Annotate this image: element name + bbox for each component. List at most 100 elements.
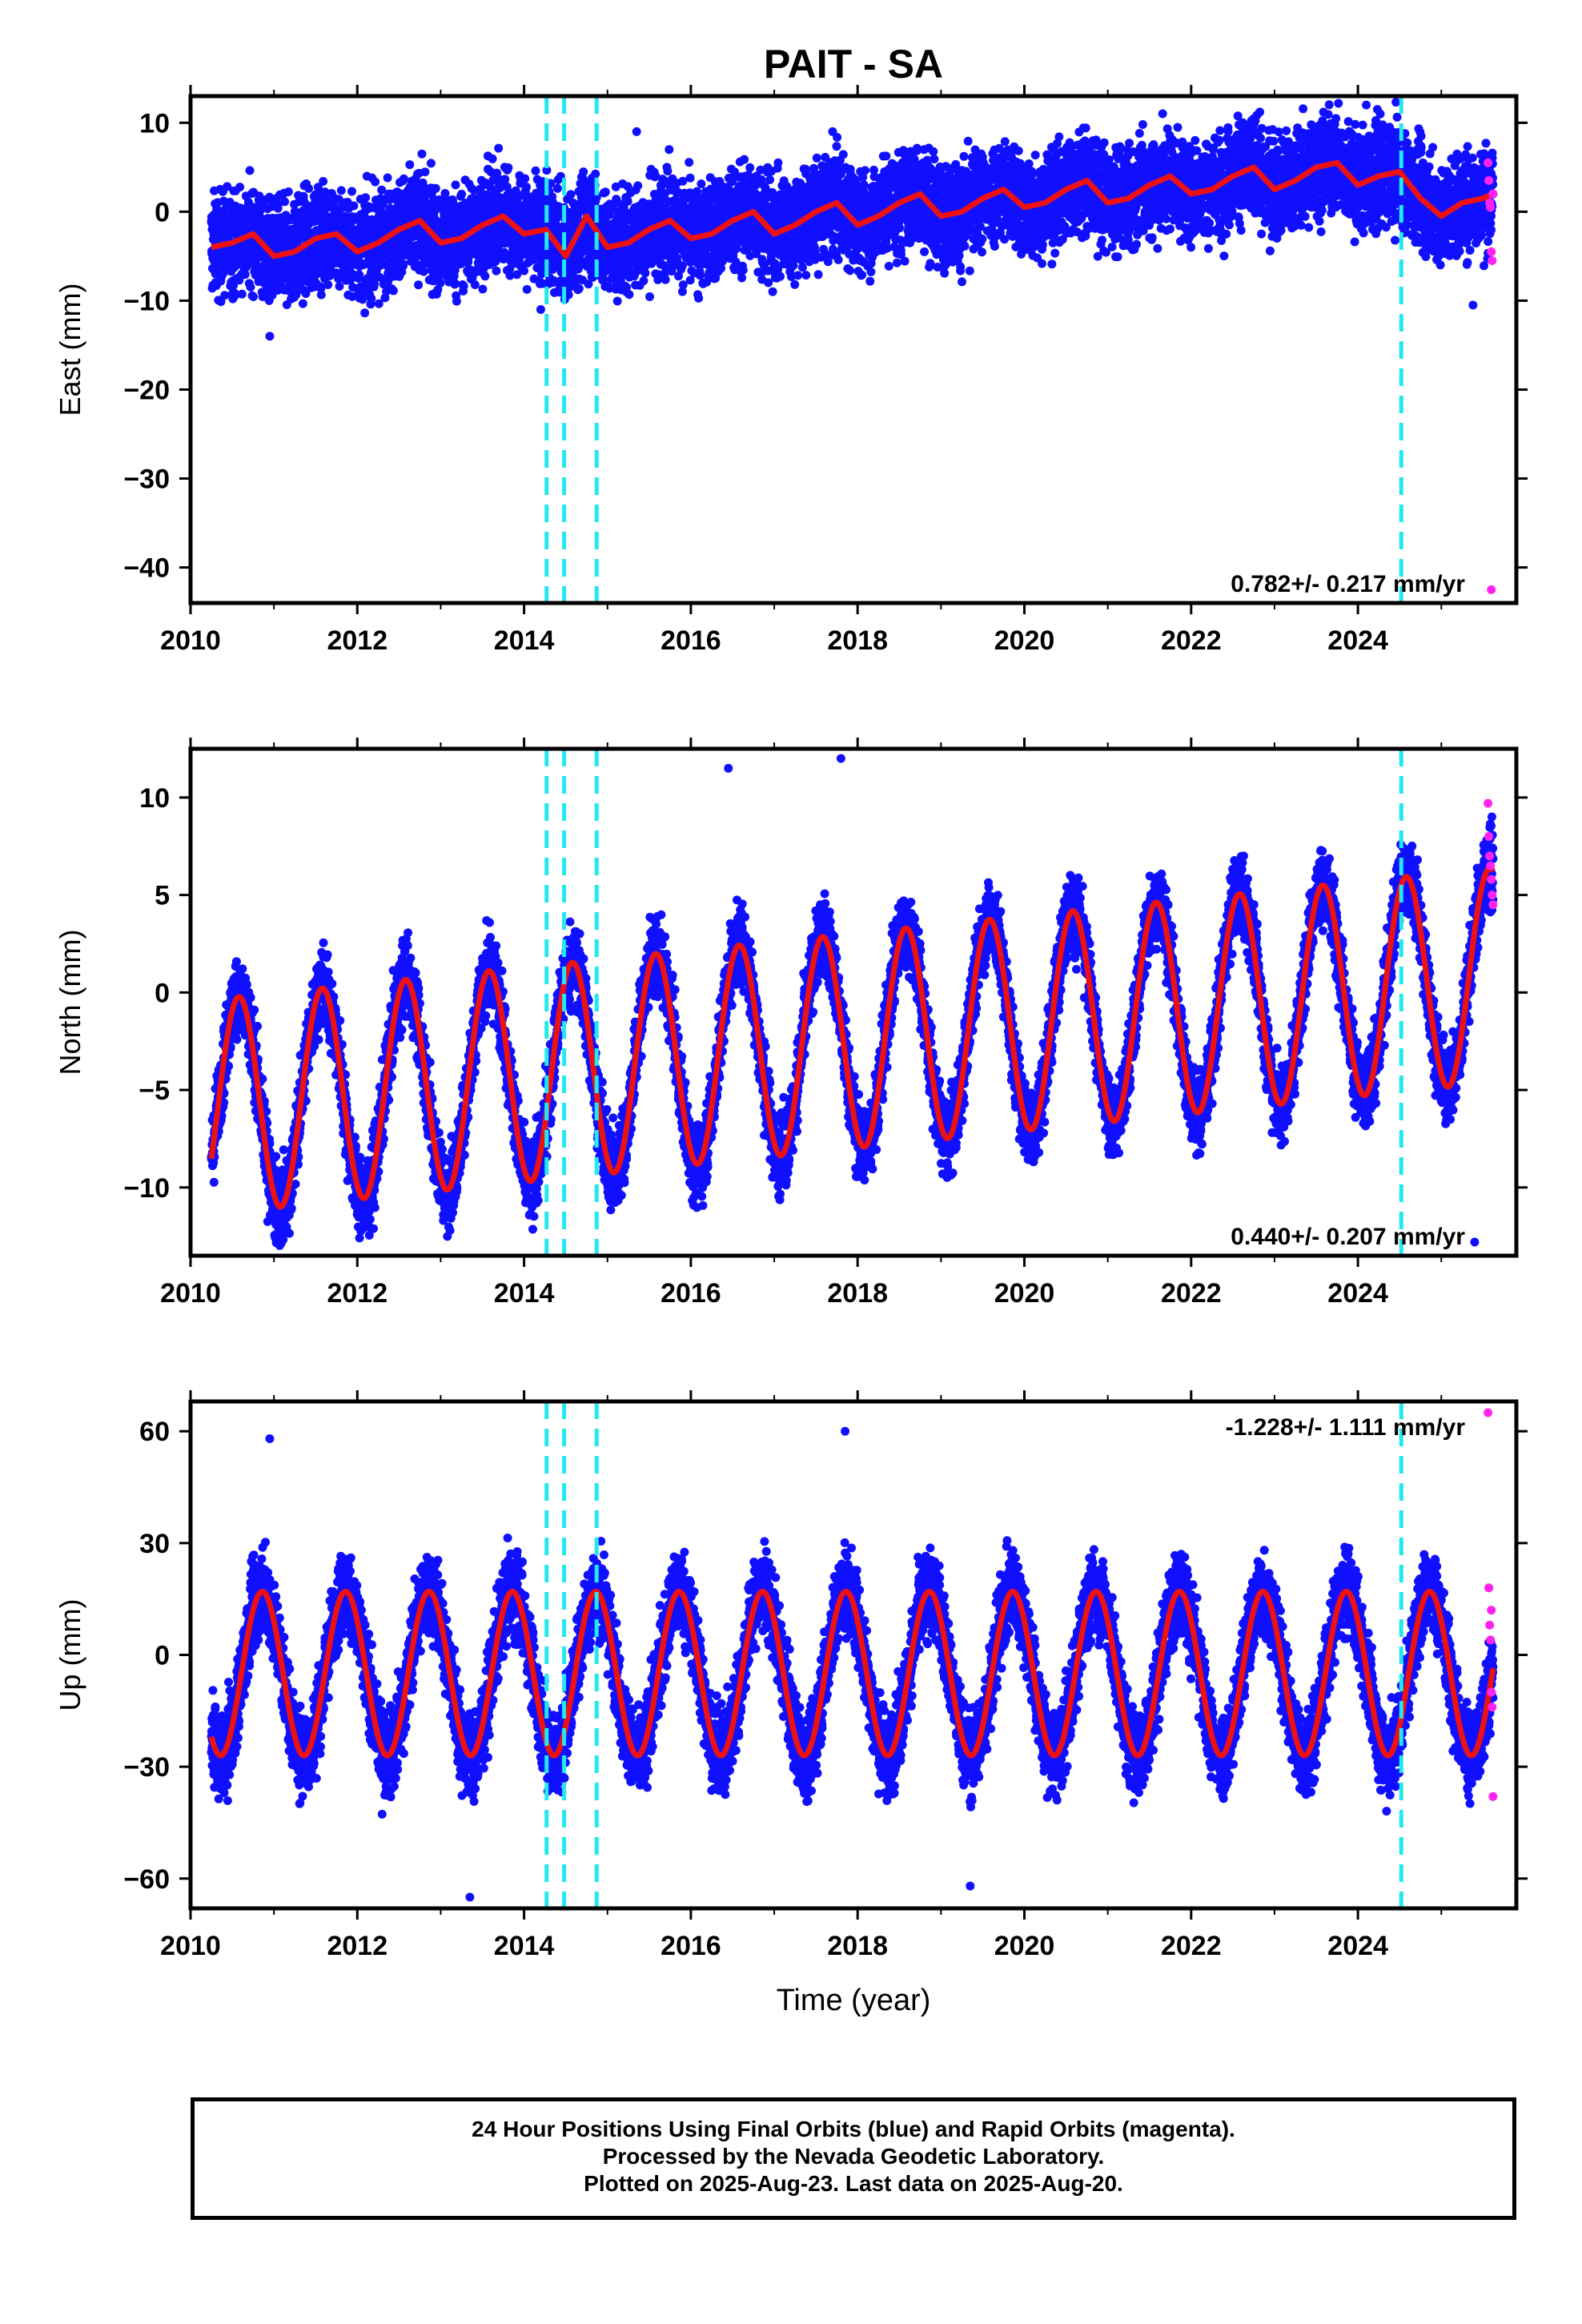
data-point (419, 267, 428, 276)
data-point (240, 270, 250, 279)
data-point (414, 280, 424, 290)
data-point (768, 287, 777, 296)
data-point (216, 297, 226, 307)
data-point (383, 173, 392, 183)
data-point (685, 173, 695, 183)
data-point (237, 289, 247, 299)
data-point (492, 266, 501, 275)
data-point (478, 284, 488, 294)
data-point (520, 266, 529, 275)
data-point (765, 175, 775, 184)
data-point (480, 271, 490, 281)
data-point (696, 271, 705, 280)
chart-title: PAIT - SA (764, 42, 943, 86)
data-point (522, 284, 532, 294)
data-point (838, 150, 848, 159)
data-point (801, 271, 811, 280)
data-point (426, 159, 436, 168)
data-point (436, 279, 445, 288)
data-point (347, 187, 356, 196)
data-point (316, 290, 326, 300)
data-point (245, 166, 255, 175)
data-point (845, 266, 855, 275)
data-point (431, 183, 440, 193)
data-point (336, 186, 346, 195)
data-point (361, 193, 371, 203)
data-point (249, 292, 258, 301)
data-point (574, 283, 584, 293)
data-point (790, 279, 800, 289)
data-point (417, 149, 427, 159)
data-point (229, 280, 239, 290)
data-point (494, 143, 504, 153)
data-point (600, 187, 610, 197)
data-point (459, 281, 468, 291)
data-point (832, 142, 841, 151)
data-point (448, 198, 458, 207)
data-point (220, 291, 230, 300)
data-point (388, 286, 398, 296)
data-point (579, 167, 588, 177)
data-point (793, 271, 803, 280)
data-point (504, 163, 513, 172)
data-point (566, 190, 576, 199)
data-point (612, 296, 622, 306)
data-point (623, 197, 632, 206)
data-point (861, 166, 869, 175)
data-point (797, 263, 807, 272)
data-point (531, 166, 540, 175)
data-point (320, 187, 330, 197)
data-point (457, 189, 467, 199)
data-point (745, 163, 755, 172)
data-point (316, 283, 326, 293)
data-point (371, 177, 380, 187)
data-point (645, 292, 654, 301)
data-point (235, 183, 245, 192)
data-point (866, 267, 876, 276)
data-point (304, 183, 314, 193)
data-point (377, 185, 387, 195)
data-point (323, 280, 333, 289)
east-panel: 2010 2012 2014 2016 2018 2020 2022 2024100−10−2… (54, 85, 1528, 656)
data-point (223, 182, 232, 191)
data-point (349, 201, 359, 211)
data-point (283, 187, 293, 196)
data-point (399, 174, 408, 183)
data-point (335, 282, 344, 291)
data-point (488, 154, 497, 163)
data-point (740, 155, 749, 164)
data-point (738, 265, 748, 275)
data-point (522, 183, 531, 191)
data-point (399, 259, 408, 269)
data-point (470, 280, 480, 289)
data-point (230, 292, 239, 301)
data-point (661, 275, 670, 284)
data-point (640, 268, 650, 278)
data-point (405, 160, 415, 170)
data-point (319, 177, 328, 186)
data-point (639, 276, 648, 286)
data-point (451, 180, 460, 190)
data-point (440, 189, 450, 198)
data-point (452, 296, 461, 306)
data-point (298, 299, 307, 308)
data-point (246, 283, 255, 292)
data-point (275, 279, 285, 288)
data-point (370, 279, 379, 288)
data-point (776, 271, 785, 281)
data-point (552, 183, 562, 193)
data-point (833, 255, 843, 264)
data-point (663, 167, 673, 176)
data-point (520, 174, 530, 183)
data-point (812, 153, 821, 163)
data-point (813, 270, 823, 279)
data-point (633, 181, 643, 191)
data-point (665, 145, 674, 155)
data-point (355, 270, 364, 279)
data-point (280, 197, 290, 207)
data-point (500, 175, 510, 184)
data-point (865, 276, 875, 286)
data-point (591, 169, 600, 179)
data-point (451, 279, 460, 288)
